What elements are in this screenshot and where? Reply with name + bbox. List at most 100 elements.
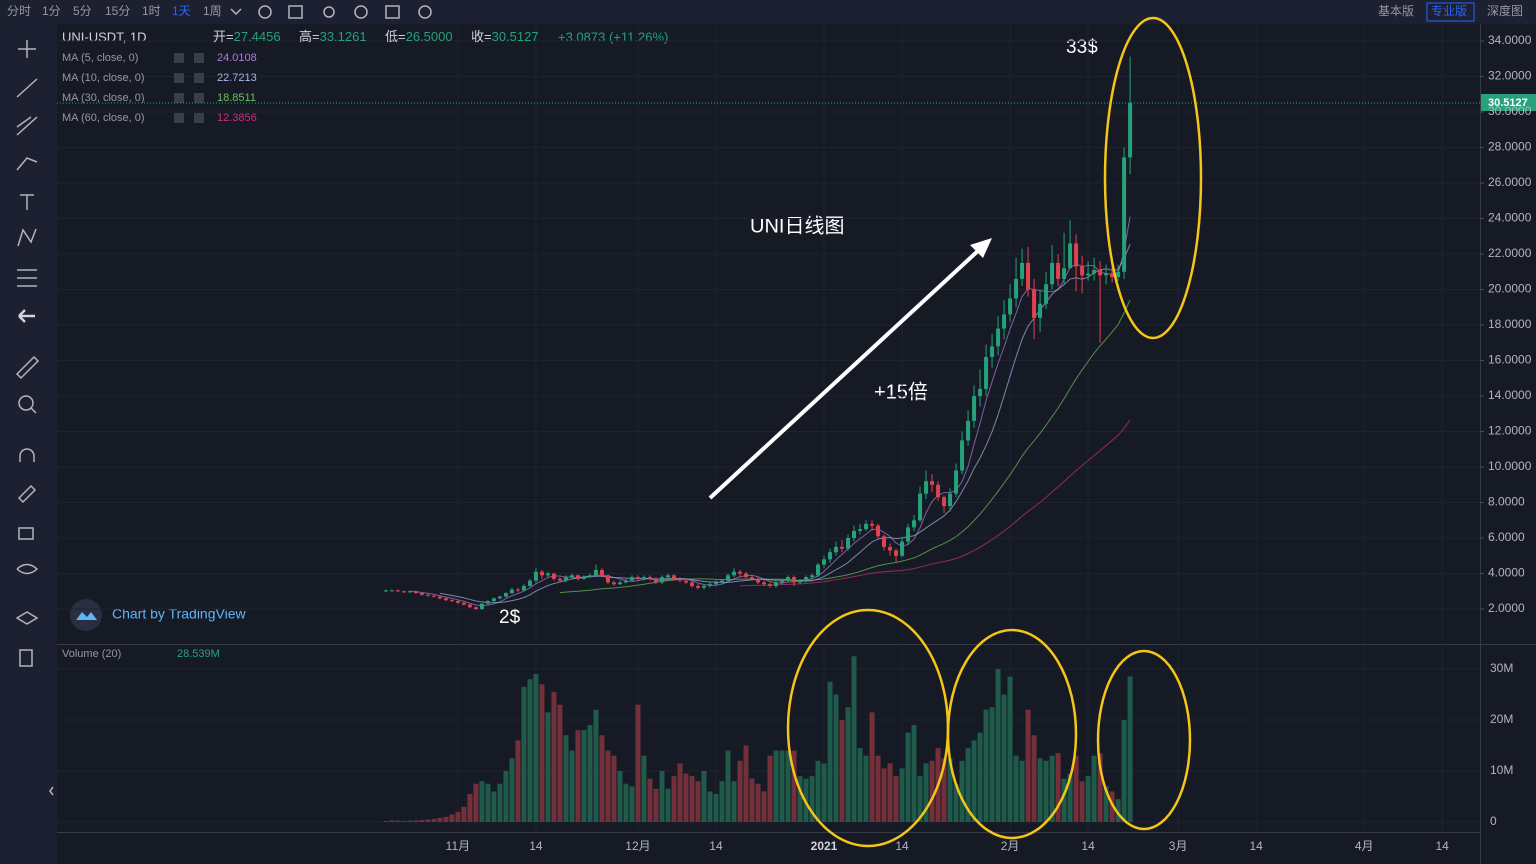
candle-body [467,604,472,608]
volume-bar [1073,755,1079,822]
candle-body [509,589,514,594]
interval-button[interactable]: 1时 [142,4,161,18]
volume-bar [533,674,539,822]
candle-body [1104,273,1109,276]
volume-bar [515,740,521,822]
candle-body [737,571,742,574]
volume-bar [545,712,551,822]
candle-body [413,591,418,594]
volume-bar [587,725,593,822]
y-tick-label: 2.0000 [1488,601,1525,615]
volume-bar [785,750,791,822]
volume-bar [599,735,605,822]
ohlc-value: 26.5000 [406,29,453,44]
volume-bar [839,719,845,822]
ohlc-value: 27.4456 [234,29,281,44]
candle-body [563,577,568,581]
volume-bar [743,745,749,822]
ohlc-field: 高=33.1261 [299,29,367,44]
toolbar-icons[interactable] [230,5,432,19]
interval-button[interactable]: 1分 [42,4,61,18]
candle-body [479,603,484,610]
volume-bar [1121,719,1127,822]
candle-body [948,493,953,507]
candle-body [611,582,616,585]
candle-body [599,569,604,576]
interval-button[interactable]: 1周 [203,4,222,18]
interval-button[interactable]: 15分 [105,4,130,18]
candle-body [437,596,442,599]
candle-body [804,577,809,581]
watermark-text: Chart by TradingView [112,606,246,622]
highlight-ellipse [1103,16,1203,340]
candle-body [1122,157,1127,272]
ohlc-value: 33.1261 [320,29,367,44]
drawing-tools[interactable] [15,40,54,796]
candle-body [449,600,454,602]
watermark: Chart by TradingView [70,599,246,631]
candle-body [671,575,676,579]
volume-bar [635,704,641,822]
candle-body [1062,268,1067,279]
volume-bar [611,755,617,822]
volume-bar [767,755,773,822]
volume-bar [965,748,971,822]
volume-bar [1019,760,1025,822]
candle-body [1086,273,1091,276]
volume-bar [1043,760,1049,822]
ma-line [439,244,1131,604]
volume-bar [725,750,731,822]
symbol[interactable]: UNI-USDT, 1D [62,29,147,44]
volume-bar [623,783,629,822]
volume-bar [431,818,437,822]
volume-bar [707,791,713,822]
volume-bar [929,760,935,822]
version-button[interactable]: 基本版 [1378,4,1414,18]
volume-bar [419,819,425,822]
candle-body [755,578,760,583]
volume-tick-label: 30M [1490,661,1513,675]
volume-value: 28.539M [177,648,220,660]
candle-body [1092,270,1097,274]
candle-body [1056,262,1061,279]
candle-body [978,388,983,397]
volume-bar [581,730,587,822]
candle-body [551,573,556,579]
candle-body [774,582,779,586]
interval-button[interactable]: 1天 [172,4,191,18]
volume-bar [851,656,857,822]
volume-bar [761,791,767,822]
volume-bar [749,778,755,822]
ma-icon [194,93,204,103]
volume-bar [449,814,455,822]
candle-body [707,584,712,586]
volume-bar [977,732,983,822]
candle-body [587,575,592,578]
interval-button[interactable]: 分时 [7,4,31,18]
ohlc-label: 收= [471,29,492,44]
ma-line [409,216,1131,606]
candle-body [545,573,550,576]
candle-body [846,538,851,549]
y-tick-label: 8.0000 [1488,495,1525,509]
candle-body [623,580,628,583]
candle-body [1014,278,1019,299]
candle-body [780,580,785,583]
candle-body [431,595,436,597]
version-button[interactable]: 深度图 [1487,3,1523,18]
candle-body [395,590,400,592]
candle-body [996,328,1001,347]
volume-bar [1079,781,1085,822]
candle-body [1020,262,1025,279]
version-button[interactable]: 专业版 [1431,3,1467,18]
candle-body [990,346,995,357]
selected-version-box[interactable] [1426,2,1475,22]
ma-name: MA (60, close, 0) [62,112,145,124]
y-tick-label: 10.0000 [1488,459,1532,473]
volume-bar [779,750,785,822]
ma-icon [174,73,184,83]
interval-button[interactable]: 5分 [73,4,92,18]
y-tick-label: 34.0000 [1488,33,1532,47]
volume-bar [1103,786,1109,822]
volume-tick-label: 10M [1490,763,1513,777]
